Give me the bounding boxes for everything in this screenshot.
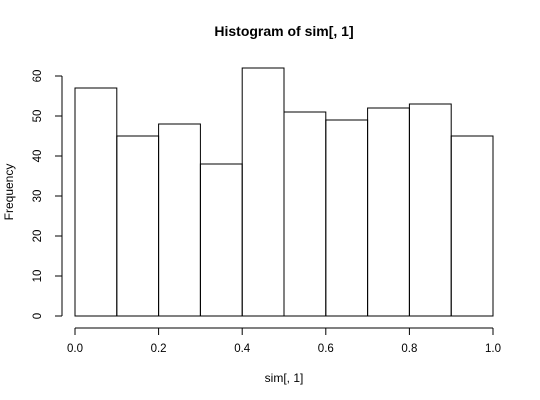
x-axis: 0.0 0.2 0.4 0.6 0.8 1.0 <box>67 327 501 355</box>
x-tick-label: 0.4 <box>234 343 251 355</box>
histogram-bar-10 <box>450 135 494 317</box>
bars-group <box>74 67 494 317</box>
histogram-bar-3 <box>158 123 201 317</box>
histogram-bar-5 <box>241 67 285 317</box>
histogram-bar-6 <box>283 111 327 317</box>
y-tick-label: 10 <box>32 270 44 283</box>
y-tick-label: 0 <box>32 313 44 319</box>
x-tick-label: 0.0 <box>67 343 83 355</box>
x-tick-label: 1.0 <box>485 343 501 355</box>
y-tick-label: 40 <box>32 150 44 163</box>
histogram-bar-8 <box>367 107 410 317</box>
histogram-bar-7 <box>325 119 369 317</box>
histogram-bar-2 <box>116 135 160 317</box>
y-axis-label: Frequency <box>2 164 16 221</box>
histogram-bar-1 <box>74 87 118 317</box>
y-tick-label: 60 <box>32 70 44 83</box>
histogram-bar-4 <box>199 163 243 317</box>
y-tick-label: 30 <box>32 190 44 203</box>
x-axis-label: sim[, 1] <box>265 371 304 385</box>
chart-title: Histogram of sim[, 1] <box>214 23 353 39</box>
y-tick-label: 50 <box>32 110 44 123</box>
y-tick-label: 20 <box>32 230 44 243</box>
x-tick-label: 0.8 <box>401 343 417 355</box>
x-tick-label: 0.2 <box>151 343 167 355</box>
y-axis: 0 10 20 30 40 50 60 <box>32 70 63 319</box>
x-tick-label: 0.6 <box>318 343 334 355</box>
histogram-bar-9 <box>408 103 452 317</box>
